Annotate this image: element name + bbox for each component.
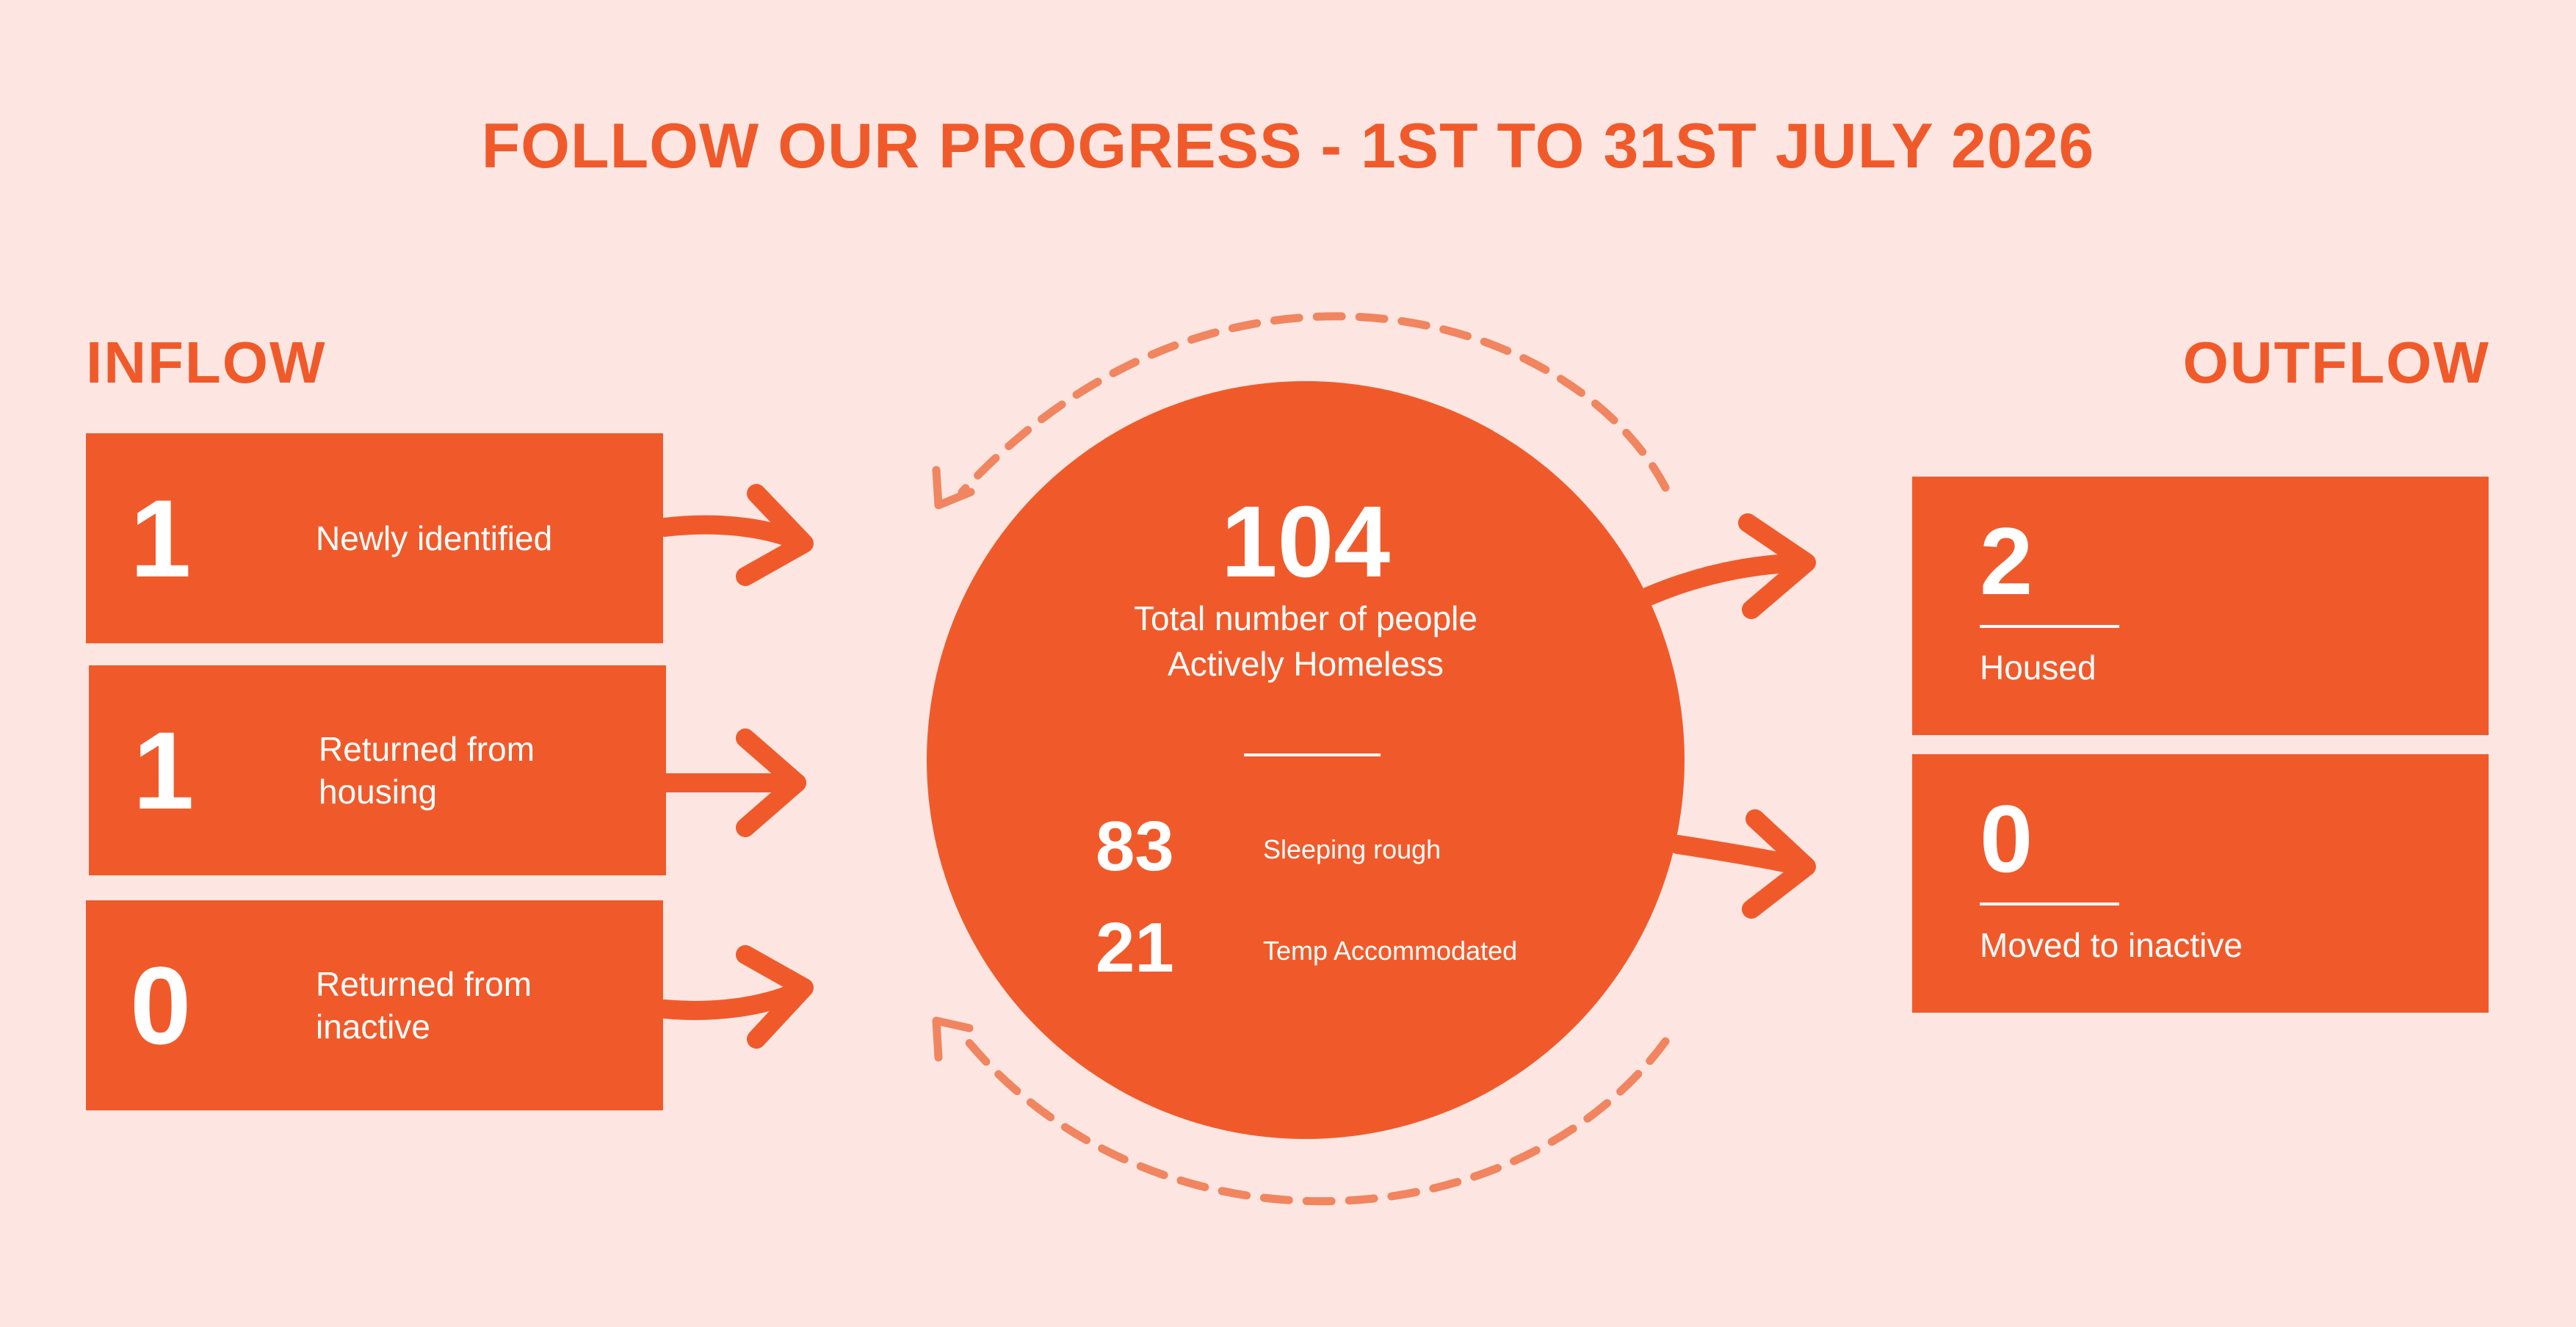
inflow-arrowhead-icon [736,484,814,586]
total-label: Total number of people Actively Homeless [1134,599,1477,683]
cycle-arc-top-icon [958,312,1670,496]
outflow-label: Moved to inactive [1980,926,2243,964]
cycle-arrowhead-top-icon [932,466,975,510]
temp-accommodated-label: Temp Accommodated [1263,936,1518,966]
outflow-divider [1980,625,2119,628]
inflow-arrowhead-icon [736,728,806,837]
inflow-box-returned-from-inactive: 0 Returned from inactive [86,900,663,1110]
circle-divider [1244,753,1381,756]
inflow-label: Returned from housing [319,730,535,811]
outflow-box-moved-to-inactive: 0 Moved to inactive [1912,754,2489,1013]
total-value: 104 [1220,485,1391,599]
inflow-heading: INFLOW [86,330,327,395]
inflow-value: 0 [130,944,192,1067]
sleeping-rough-value: 83 [1096,807,1174,886]
temp-accommodated-value: 21 [1096,908,1174,987]
outflow-arrowhead-icon [1738,513,1816,619]
cycle-arc-bottom-icon [958,1030,1670,1206]
outflow-label: Housed [1980,648,2096,687]
outflow-box-housed: 2 Housed [1912,477,2489,735]
page-title: FOLLOW OUR PROGRESS - 1ST TO 31ST JULY 2… [481,111,2095,181]
inflow-box-returned-from-housing: 1 Returned from housing [89,665,666,875]
outflow-divider [1980,903,2119,905]
inflow-arrowhead-icon [736,945,814,1049]
total-circle: 104 Total number of people Actively Home… [927,381,1685,1139]
outflow-value: 0 [1980,785,2033,892]
inflow-value: 1 [130,477,192,600]
outflow-value: 2 [1980,507,2033,615]
inflow-label: Newly identified [316,519,553,557]
inflow-box-newly-identified: 1 Newly identified [86,433,663,643]
sleeping-rough-label: Sleeping rough [1263,834,1441,864]
inflow-label: Returned from inactive [316,965,532,1046]
outflow-arrowhead-icon [1742,809,1816,919]
cycle-arrowhead-bottom-icon [932,1016,974,1062]
inflow-value: 1 [133,709,195,832]
outflow-arrow-icon [1639,553,1812,606]
outflow-heading: OUTFLOW [2182,330,2490,395]
